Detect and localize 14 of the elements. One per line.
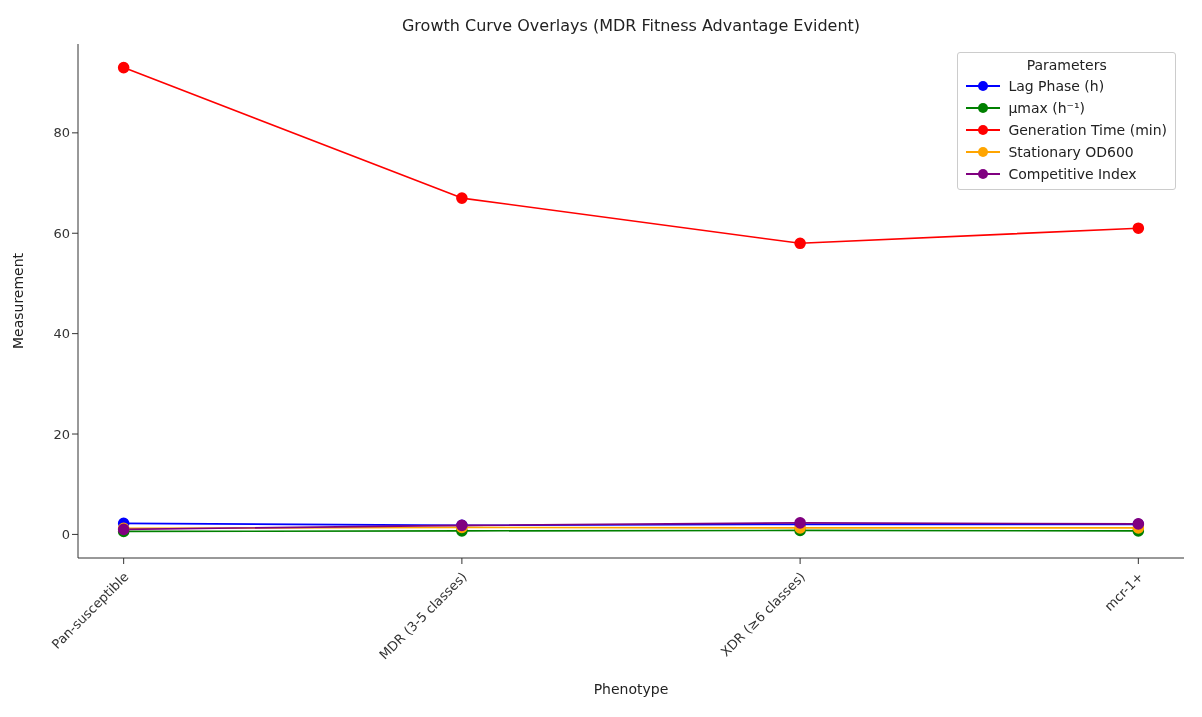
legend-label: Generation Time (min) <box>1008 121 1167 140</box>
y-tick-label: 20 <box>53 426 70 442</box>
x-axis-title: Phenotype <box>593 681 669 697</box>
legend-label: Competitive Index <box>1008 165 1137 184</box>
y-tick-label: 40 <box>53 326 70 342</box>
y-axis-title: Measurement <box>9 252 26 350</box>
legend-label: μmax (h⁻¹) <box>1008 99 1086 118</box>
chart-title: Growth Curve Overlays (MDR Fitness Advantage Evident) <box>400 16 862 35</box>
legend-title: Parameters <box>1025 57 1108 73</box>
legend-label: Lag Phase (h) <box>1008 77 1105 96</box>
legend-label: Stationary OD600 <box>1008 143 1134 162</box>
y-tick-label: 0 <box>61 527 70 543</box>
y-tick-label: 60 <box>53 225 70 241</box>
y-tick-label: 80 <box>53 125 70 141</box>
